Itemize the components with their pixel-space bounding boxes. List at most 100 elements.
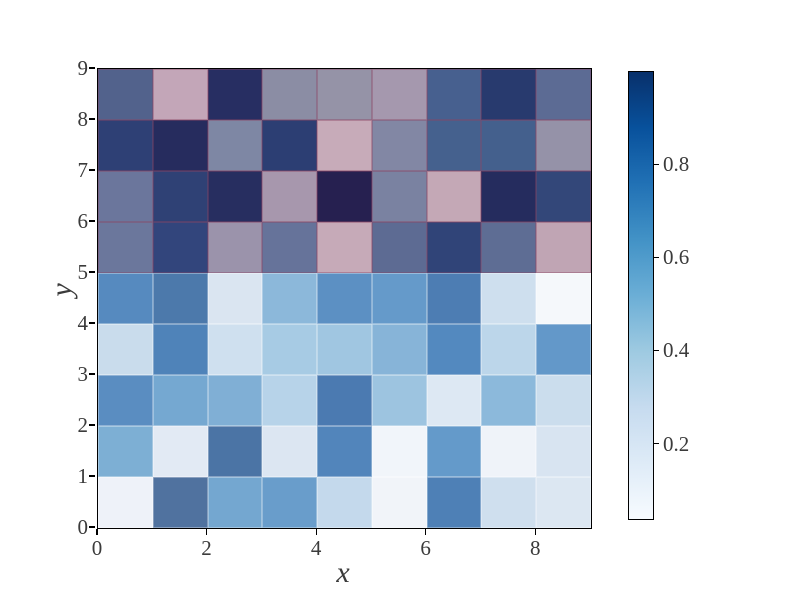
heatmap-cell	[371, 120, 427, 171]
x-tick-label: 4	[310, 536, 322, 560]
x-tick-label: 2	[201, 536, 212, 560]
colorbar-tick	[654, 163, 659, 165]
heatmap-cell	[207, 222, 263, 273]
heatmap-cell	[481, 273, 537, 324]
heatmap-plot	[97, 68, 592, 529]
heatmap-cell	[152, 171, 208, 222]
y-tick	[89, 526, 95, 528]
heatmap-cell	[317, 426, 372, 477]
heatmap-cell	[481, 222, 537, 273]
x-tick	[205, 529, 208, 535]
heatmap-cell	[426, 324, 482, 375]
heatmap-cell	[426, 426, 482, 477]
y-tick-label: 1	[77, 464, 89, 488]
heatmap-cell	[371, 477, 427, 528]
heatmap-cell	[371, 69, 427, 120]
y-tick	[89, 118, 95, 120]
heatmap-cell	[536, 273, 591, 324]
colorbar-tick-label: 0.8	[663, 152, 690, 177]
heatmap-cell	[262, 375, 318, 426]
heatmap-cell	[152, 120, 208, 171]
heatmap-cell	[98, 477, 153, 528]
heatmap-cell	[317, 171, 372, 222]
heatmap-cell	[98, 171, 153, 222]
y-tick-label: 7	[77, 158, 89, 182]
y-tick-label: 3	[77, 362, 89, 386]
heatmap-cell	[371, 426, 427, 477]
heatmap-cell	[262, 120, 318, 171]
heatmap-cell	[207, 171, 263, 222]
colorbar-tick-label: 0.4	[663, 338, 690, 363]
heatmap-cell	[536, 375, 591, 426]
heatmap-cell	[481, 69, 537, 120]
x-axis-label: x	[336, 556, 350, 589]
heatmap-cell	[481, 120, 537, 171]
heatmap-cell	[536, 324, 591, 375]
heatmap-cell	[317, 477, 372, 528]
heatmap-cell	[481, 426, 537, 477]
y-tick	[89, 67, 95, 69]
heatmap-cell	[152, 69, 208, 120]
heatmap-cell	[481, 171, 537, 222]
heatmap-cell	[371, 222, 427, 273]
heatmap-cell	[98, 120, 153, 171]
heatmap-cell	[262, 324, 318, 375]
y-tick-label: 6	[77, 209, 89, 233]
y-tick-label: 9	[77, 56, 89, 80]
y-tick	[89, 322, 95, 324]
y-axis-label: y	[45, 283, 78, 297]
heatmap-cell	[262, 222, 318, 273]
heatmap-cell	[262, 477, 318, 528]
x-tick	[96, 529, 98, 535]
heatmap-cell	[371, 171, 427, 222]
heatmap-cell	[207, 426, 263, 477]
heatmap-cell	[207, 273, 263, 324]
heatmap-cell	[317, 375, 372, 426]
heatmap-cell	[207, 120, 263, 171]
heatmap-cell	[152, 477, 208, 528]
heatmap-cell	[536, 222, 591, 273]
x-tick	[534, 529, 536, 535]
colorbar-tick-label: 0.2	[663, 431, 690, 456]
heatmap-cell	[426, 69, 482, 120]
colorbar	[628, 71, 654, 520]
heatmap-cell	[536, 477, 591, 528]
heatmap-cell	[426, 171, 482, 222]
colorbar-tick	[654, 349, 659, 352]
heatmap-cell	[98, 324, 153, 375]
y-tick	[89, 475, 95, 477]
heatmap-cell	[426, 273, 482, 324]
y-tick-label: 5	[77, 260, 89, 284]
heatmap-cell	[536, 171, 591, 222]
heatmap-cell	[262, 273, 318, 324]
heatmap-cell	[98, 375, 153, 426]
heatmap-cell	[371, 273, 427, 324]
y-tick-label: 4	[77, 311, 89, 335]
heatmap-cell	[317, 273, 372, 324]
x-tick-label: 6	[420, 536, 431, 560]
x-tick-label: 0	[91, 536, 103, 560]
heatmap-cell	[317, 222, 372, 273]
heatmap-cell	[426, 477, 482, 528]
heatmap-cell	[207, 375, 263, 426]
heatmap-cell	[317, 120, 372, 171]
heatmap-cell	[262, 171, 318, 222]
y-tick-label: 2	[77, 413, 89, 437]
heatmap-cell	[262, 69, 318, 120]
heatmap-cell	[98, 222, 153, 273]
heatmap-cell	[152, 273, 208, 324]
x-tick-label: 8	[529, 536, 541, 560]
y-tick	[89, 169, 95, 171]
heatmap-cell	[371, 375, 427, 426]
y-tick	[89, 424, 95, 426]
heatmap-cell	[207, 324, 263, 375]
heatmap-cell	[371, 324, 427, 375]
heatmap-cell	[98, 69, 153, 120]
heatmap-cell	[481, 477, 537, 528]
heatmap-cell	[317, 69, 372, 120]
y-tick	[89, 220, 95, 222]
heatmap-cell	[262, 426, 318, 477]
heatmap-cell	[152, 324, 208, 375]
x-tick	[425, 529, 427, 535]
heatmap-cell	[98, 426, 153, 477]
